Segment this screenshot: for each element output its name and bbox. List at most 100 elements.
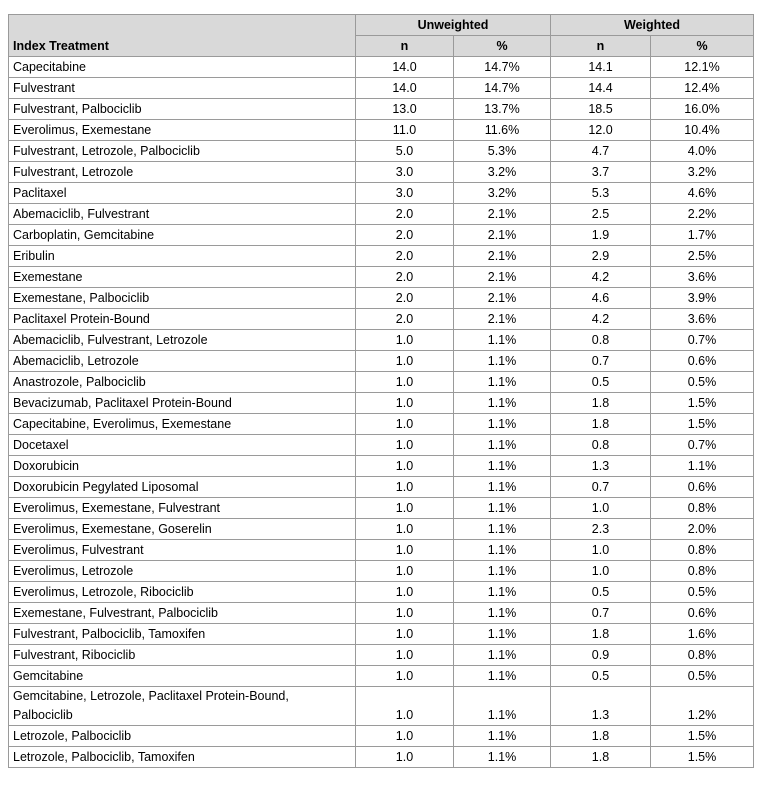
- value-cell: 2.1%: [453, 245, 551, 267]
- group-header-row: Index Treatment Unweighted Weighted: [8, 14, 754, 57]
- treatment-cell: Letrozole, Palbociclib: [8, 725, 356, 747]
- value-cell: 2.1%: [453, 287, 551, 309]
- value-cell: 4.6: [550, 287, 651, 309]
- value-cell: 3.6%: [650, 308, 754, 330]
- value-cell: 13.7%: [453, 98, 551, 120]
- value-cell: 18.5: [550, 98, 651, 120]
- value-cell: 1.0: [355, 560, 454, 582]
- table-row: Everolimus, Exemestane 11.0 11.6% 12.0 10.4%: [8, 119, 754, 141]
- value-cell: 0.6%: [650, 476, 754, 498]
- value-cell: 3.7: [550, 161, 651, 183]
- table-row: Docetaxel 1.0 1.1% 0.8 0.7%: [8, 434, 754, 456]
- value-cell: 1.1%: [453, 413, 551, 435]
- table-row: Capecitabine 14.0 14.7% 14.1 12.1%: [8, 56, 754, 78]
- value-cell: 1.0: [355, 476, 454, 498]
- value-cell: 1.0: [355, 329, 454, 351]
- value-cell: 1.0: [355, 644, 454, 666]
- value-cell: 11.0: [355, 119, 454, 141]
- value-cell: 1.0: [355, 746, 454, 768]
- value-cell: 1.0: [550, 497, 651, 519]
- table-row: Gemcitabine, Letrozole, Paclitaxel Prote…: [8, 686, 754, 726]
- value-cell: 1.5%: [650, 392, 754, 414]
- value-cell: 1.1%: [453, 665, 551, 687]
- value-cell: 1.9: [550, 224, 651, 246]
- table-row: Bevacizumab, Paclitaxel Protein-Bound 1.0…: [8, 392, 754, 414]
- table-row: Fulvestrant 14.0 14.7% 14.4 12.4%: [8, 77, 754, 99]
- value-cell: 1.8: [550, 413, 651, 435]
- value-cell: 1.1%: [453, 497, 551, 519]
- value-cell: 5.3%: [453, 140, 551, 162]
- table-row: Fulvestrant, Ribociclib 1.0 1.1% 0.9 0.8%: [8, 644, 754, 666]
- treatment-cell: Everolimus, Exemestane, Fulvestrant: [8, 497, 356, 519]
- value-cell: 3.2%: [453, 161, 551, 183]
- value-cell: 1.8: [550, 725, 651, 747]
- treatment-cell: Exemestane, Palbociclib: [8, 287, 356, 309]
- value-cell: 0.5%: [650, 665, 754, 687]
- value-cell: 1.0: [355, 497, 454, 519]
- value-cell: 1.0: [355, 725, 454, 747]
- table-row: Fulvestrant, Palbociclib, Tamoxifen 1.0 1.…: [8, 623, 754, 645]
- value-cell: 0.5: [550, 665, 651, 687]
- value-cell: 5.0: [355, 140, 454, 162]
- value-cell: 2.3: [550, 518, 651, 540]
- value-cell: 2.1%: [453, 224, 551, 246]
- value-cell: 14.0: [355, 56, 454, 78]
- table-row: Exemestane, Palbociclib 2.0 2.1% 4.6 3.9%: [8, 287, 754, 309]
- value-cell: 1.0: [355, 665, 454, 687]
- value-cell: 3.6%: [650, 266, 754, 288]
- value-cell: 0.6%: [650, 350, 754, 372]
- treatment-cell: Paclitaxel: [8, 182, 356, 204]
- treatment-cell: Fulvestrant, Palbociclib, Tamoxifen: [8, 623, 356, 645]
- value-cell: 3.2%: [453, 182, 551, 204]
- value-cell: 1.0: [355, 686, 454, 726]
- value-cell: 2.0: [355, 308, 454, 330]
- treatment-cell: Everolimus, Fulvestrant: [8, 539, 356, 561]
- value-cell: 4.7: [550, 140, 651, 162]
- value-cell: 1.5%: [650, 746, 754, 768]
- treatment-cell: Fulvestrant, Letrozole: [8, 161, 356, 183]
- table-row: Everolimus, Exemestane, Goserelin 1.0 1.1%…: [8, 518, 754, 540]
- value-cell: 12.0: [550, 119, 651, 141]
- value-cell: 1.0: [355, 602, 454, 624]
- value-cell: 1.8: [550, 623, 651, 645]
- treatment-cell: Fulvestrant, Palbociclib: [8, 98, 356, 120]
- value-cell: 2.5%: [650, 245, 754, 267]
- table-row: Capecitabine, Everolimus, Exemestane 1.0 1…: [8, 413, 754, 435]
- value-cell: 1.0: [355, 518, 454, 540]
- column-header: n: [550, 35, 651, 57]
- value-cell: 4.2: [550, 308, 651, 330]
- value-cell: 14.4: [550, 77, 651, 99]
- value-cell: 2.0: [355, 203, 454, 225]
- value-cell: 1.3: [550, 455, 651, 477]
- treatment-cell: Capecitabine, Everolimus, Exemestane: [8, 413, 356, 435]
- value-cell: 1.1%: [453, 746, 551, 768]
- table-row: Doxorubicin Pegylated Liposomal 1.0 1.1% 0.…: [8, 476, 754, 498]
- table-row: Abemaciclib, Fulvestrant 2.0 2.1% 2.5 2.2%: [8, 203, 754, 225]
- table-row: Anastrozole, Palbociclib 1.0 1.1% 0.5 0.5%: [8, 371, 754, 393]
- value-cell: 2.5: [550, 203, 651, 225]
- value-cell: 1.1%: [650, 455, 754, 477]
- value-cell: 1.1%: [453, 455, 551, 477]
- value-cell: 1.0: [355, 539, 454, 561]
- table-row: Abemaciclib, Fulvestrant, Letrozole 1.0 1.…: [8, 329, 754, 351]
- value-cell: 1.1%: [453, 725, 551, 747]
- value-cell: 10.4%: [650, 119, 754, 141]
- value-cell: 2.1%: [453, 266, 551, 288]
- table-row: Paclitaxel Protein-Bound 2.0 2.1% 4.2 3.6%: [8, 308, 754, 330]
- value-cell: 1.0: [355, 623, 454, 645]
- treatment-cell: Everolimus, Letrozole, Ribociclib: [8, 581, 356, 603]
- value-cell: 1.0: [355, 434, 454, 456]
- value-cell: 3.2%: [650, 161, 754, 183]
- value-cell: 0.7%: [650, 329, 754, 351]
- treatment-cell: Everolimus, Exemestane, Goserelin: [8, 518, 356, 540]
- value-cell: 12.4%: [650, 77, 754, 99]
- treatment-cell: Fulvestrant, Letrozole, Palbociclib: [8, 140, 356, 162]
- value-cell: 0.7%: [650, 434, 754, 456]
- value-cell: 4.2: [550, 266, 651, 288]
- treatment-cell: Doxorubicin: [8, 455, 356, 477]
- treatment-cell: Doxorubicin Pegylated Liposomal: [8, 476, 356, 498]
- value-cell: 1.1%: [453, 644, 551, 666]
- table-row: Gemcitabine 1.0 1.1% 0.5 0.5%: [8, 665, 754, 687]
- value-cell: 4.6%: [650, 182, 754, 204]
- treatment-cell: Docetaxel: [8, 434, 356, 456]
